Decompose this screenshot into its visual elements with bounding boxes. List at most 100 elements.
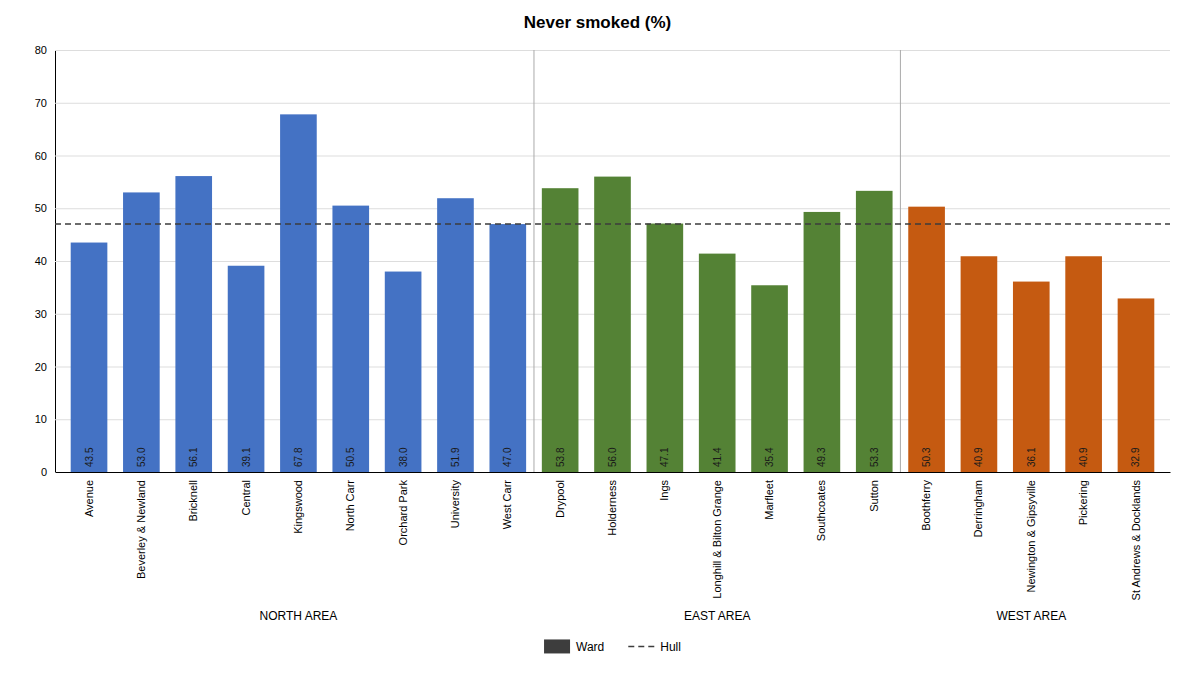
bar	[437, 198, 474, 472]
data-labels: 43.553.056.139.167.850.538.051.947.053.8…	[84, 447, 1142, 467]
bar	[175, 176, 212, 472]
x-tick-label: Sutton	[868, 480, 880, 512]
title: Never smoked (%)	[524, 13, 671, 32]
data-label: 40.9	[1078, 447, 1089, 467]
bar	[332, 206, 369, 472]
x-tick-label: Longhill & Bilton Grange	[711, 480, 723, 599]
x-tick-label: Holderness	[606, 480, 618, 536]
data-label: 40.9	[973, 447, 984, 467]
y-tick-label: 70	[35, 97, 47, 109]
data-label: 49.3	[816, 447, 827, 467]
x-axis-line	[56, 472, 1171, 473]
x-tick-label: Derringham	[972, 480, 984, 537]
y-tick-label: 20	[35, 361, 47, 373]
x-tick: West Carr	[501, 480, 513, 530]
bar	[594, 177, 631, 472]
data-label: 47.0	[502, 447, 513, 467]
x-tick: North Carr	[344, 480, 356, 532]
grid-line	[55, 103, 1170, 104]
bar	[1118, 298, 1155, 472]
data-label: 50.5	[345, 447, 356, 467]
data-label: 56.0	[607, 447, 618, 467]
x-tick: Southcoates	[815, 480, 827, 542]
data-label: 53.0	[136, 447, 147, 467]
x-tick: Central	[240, 480, 252, 515]
x-tick: Ings	[658, 480, 670, 501]
data-label: 32.9	[1130, 447, 1141, 467]
data-label: 43.5	[84, 447, 95, 467]
x-axis: Avenue Beverley & Newland Bricknell Central…	[56, 473, 1171, 601]
bar	[1065, 256, 1102, 472]
y-tick: 60	[35, 150, 1170, 162]
x-tick-label: Boothferry	[920, 480, 932, 531]
chart: 01020304050607080AvenueBeverley & Newlan…	[0, 0, 1195, 697]
x-tick: Kingswood	[292, 480, 304, 534]
x-tick-label: Central	[240, 480, 252, 515]
y-tick-label: 0	[41, 466, 47, 478]
y-tick: 80	[35, 44, 1170, 56]
group-labels: NORTH AREAEAST AREAWEST AREA	[260, 609, 1067, 623]
data-label: 56.1	[188, 447, 199, 467]
legend-item: Hull	[628, 640, 681, 654]
y-tick-label: 50	[35, 202, 47, 214]
bar	[228, 266, 265, 472]
x-tick-label: Bricknell	[187, 480, 199, 522]
group-separator	[533, 50, 534, 472]
bar	[856, 191, 893, 472]
bar	[804, 212, 841, 472]
data-label: 35.4	[764, 447, 775, 467]
data-label: 51.9	[450, 447, 461, 467]
x-tick: St Andrews & Docklands	[1129, 480, 1141, 601]
x-tick-label: West Carr	[501, 480, 513, 530]
bar	[908, 207, 945, 472]
x-tick-label: University	[449, 480, 461, 529]
group-label: EAST AREA	[684, 609, 750, 623]
legend-item: Ward	[544, 639, 604, 653]
x-tick-label: Orchard Park	[397, 480, 409, 546]
plot: 01020304050607080AvenueBeverley & Newlan…	[35, 44, 1171, 623]
legend-swatch	[628, 646, 654, 648]
x-tick-label: Newington & Gipsyville	[1025, 480, 1037, 593]
x-tick: Beverley & Newland	[135, 480, 147, 579]
data-label: 53.8	[555, 447, 566, 467]
data-label: 53.3	[869, 447, 880, 467]
x-tick-label: Avenue	[83, 480, 95, 517]
x-tick: Marfleet	[763, 480, 775, 520]
legend-label: Ward	[576, 640, 604, 654]
x-tick: University	[449, 480, 461, 529]
x-tick: Derringham	[972, 480, 984, 537]
bar	[542, 188, 579, 472]
x-tick-label: Pickering	[1077, 480, 1089, 525]
x-tick-label: St Andrews & Docklands	[1129, 480, 1141, 601]
x-tick-label: Kingswood	[292, 480, 304, 534]
bar	[699, 254, 736, 472]
x-tick: Drypool	[554, 480, 566, 518]
group-label: NORTH AREA	[260, 609, 338, 623]
y-tick-label: 60	[35, 150, 47, 162]
x-tick: Boothferry	[920, 480, 932, 531]
grid-line	[55, 156, 1170, 157]
bar	[280, 114, 317, 472]
x-tick: Holderness	[606, 480, 618, 536]
bar	[1013, 282, 1050, 472]
x-tick: Longhill & Bilton Grange	[711, 480, 723, 599]
grid-line	[55, 50, 1170, 51]
x-tick-label: Marfleet	[763, 480, 775, 520]
x-tick-label: North Carr	[344, 480, 356, 532]
bar	[961, 256, 998, 472]
data-label: 38.0	[398, 447, 409, 467]
bar	[647, 224, 684, 472]
bar	[489, 224, 526, 472]
x-tick: Newington & Gipsyville	[1025, 480, 1037, 593]
data-label: 36.1	[1026, 447, 1037, 467]
bar	[123, 192, 160, 472]
x-tick: Bricknell	[187, 480, 199, 522]
group-separator	[900, 50, 901, 472]
y-tick-label: 40	[35, 255, 47, 267]
bar	[385, 272, 422, 472]
y-tick-label: 10	[35, 413, 47, 425]
y-tick: 70	[35, 97, 1170, 109]
data-label: 50.3	[921, 447, 932, 467]
x-tick: Orchard Park	[397, 480, 409, 546]
x-tick: Sutton	[868, 480, 880, 512]
